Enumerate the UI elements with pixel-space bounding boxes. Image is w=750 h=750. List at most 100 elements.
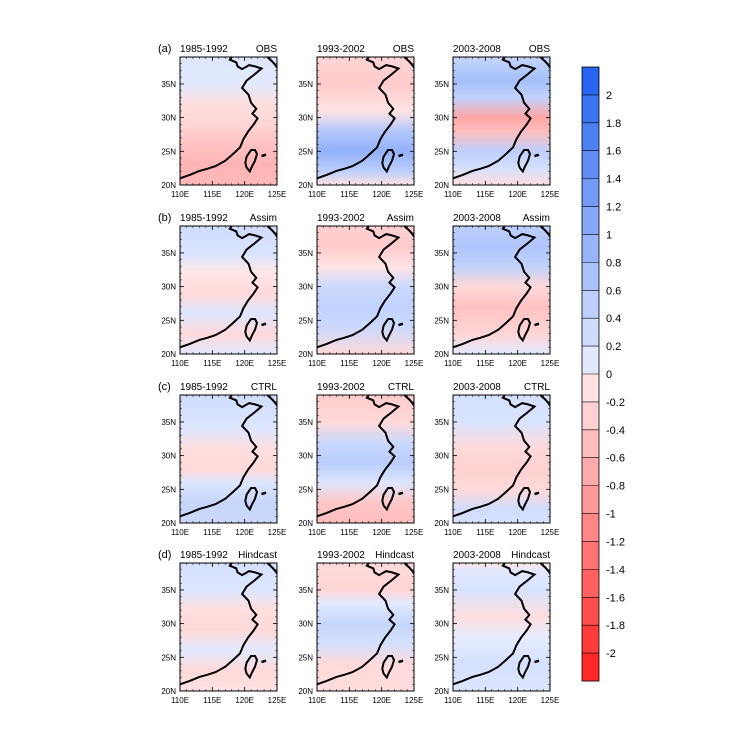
panel-ctrl-2003-2008: 110E 115E 120E 125E 20N 25N 30N 35N 2003-2008 CTR…: [434, 382, 559, 537]
coastline: [453, 226, 537, 349]
x-tick-label: 125E: [405, 696, 424, 705]
panel-frame: [452, 562, 551, 692]
field-shading: [317, 57, 414, 185]
panel-period-label: 1993-2002: [317, 382, 365, 393]
y-tick-label: 35N: [161, 249, 176, 258]
taiwan-outline: [517, 655, 532, 680]
y-tick-label: 30N: [434, 114, 449, 123]
colorbar-cell: [582, 457, 599, 486]
y-tick-label: 30N: [161, 620, 176, 629]
y-tick-label: 35N: [434, 80, 449, 89]
x-tick-label: 115E: [476, 528, 494, 537]
y-tick-label: 20N: [434, 519, 449, 528]
x-tick-label: 110E: [308, 528, 326, 537]
colorbar-cell: [582, 94, 599, 124]
field-shading: [317, 395, 414, 523]
x-tick-label: 120E: [508, 190, 527, 199]
colorbar-cell: [582, 429, 599, 459]
y-tick-label: 35N: [298, 418, 313, 427]
y-tick-label: 30N: [298, 620, 313, 629]
taiwan-outline: [381, 318, 396, 343]
panel-model-label: Assim: [387, 213, 414, 224]
coastline: [453, 57, 537, 180]
panel-frame: [179, 394, 278, 524]
y-tick-label: 25N: [161, 316, 176, 325]
field-shading: [453, 57, 550, 185]
panel-frame: [179, 562, 278, 692]
coastline-layer: [317, 563, 414, 686]
x-tick-label: 110E: [171, 528, 189, 537]
y-tick-label: 25N: [434, 316, 449, 325]
island-mark: [261, 153, 267, 158]
field-shading: [453, 226, 550, 354]
taiwan-outline: [244, 655, 259, 680]
x-tick-label: 125E: [541, 359, 560, 368]
taiwan-outline: [517, 487, 532, 512]
y-tick-label: 35N: [434, 586, 449, 595]
y-tick-label: 35N: [298, 80, 313, 89]
colorbar-cell: [582, 290, 599, 319]
colorbar-cell: [582, 374, 599, 403]
y-tick-label: 30N: [298, 283, 313, 292]
coastline: [180, 563, 264, 686]
panel-assim-1985-1992: 110E 115E 120E 125E 20N 25N 30N 35N 1985-1992 Ass…: [158, 212, 286, 368]
panel-frame: [179, 225, 278, 355]
panel-frame: [452, 56, 551, 186]
colorbar-cell: [582, 485, 599, 514]
y-tick-label: 30N: [298, 114, 313, 123]
taiwan-outline: [244, 318, 259, 343]
x-tick-label: 115E: [476, 359, 494, 368]
y-tick-label: 35N: [434, 418, 449, 427]
x-tick-label: 115E: [340, 696, 358, 705]
panel-model-label: Hindcast: [238, 550, 277, 561]
colorbar-tick-label: 1: [606, 229, 612, 241]
panel-obs-2003-2008: 110E 115E 120E 125E 20N 25N 30N 35N 2003-2008 OBS: [434, 44, 559, 199]
y-tick-label: 20N: [161, 181, 176, 190]
panel-grid: 110E 115E 120E 125E 20N 25N 30N 35N 1985-1992 OBS…: [158, 43, 559, 705]
panel-model-label: CTRL: [388, 382, 415, 393]
x-tick-label: 110E: [171, 359, 189, 368]
island-mark: [534, 659, 540, 664]
colorbar-cell: [582, 569, 599, 598]
y-tick-label: 20N: [434, 687, 449, 696]
panel-frame: [316, 56, 415, 186]
x-tick-label: 110E: [444, 696, 462, 705]
x-tick-label: 120E: [372, 696, 391, 705]
panel-ctrl-1985-1992: 110E 115E 120E 125E 20N 25N 30N 35N 1985-1992 CTR…: [158, 381, 286, 537]
y-tick-label: 20N: [161, 519, 176, 528]
y-tick-label: 25N: [298, 147, 313, 156]
y-tick-label: 35N: [161, 418, 176, 427]
x-tick-label: 125E: [405, 528, 424, 537]
coastline-layer: [453, 57, 550, 180]
panel-period-label: 2003-2008: [453, 44, 501, 55]
taiwan-outline: [517, 149, 532, 174]
colorbar-tick-label: 0.6: [606, 285, 621, 297]
x-tick-label: 110E: [171, 696, 189, 705]
x-tick-label: 115E: [476, 190, 494, 199]
island-mark: [261, 659, 267, 664]
x-tick-label: 125E: [541, 528, 560, 537]
field-shading: [317, 563, 414, 691]
panel-model-label: Assim: [250, 213, 277, 224]
y-tick-label: 35N: [434, 249, 449, 258]
y-tick-label: 30N: [434, 283, 449, 292]
panel-assim-1993-2002: 110E 115E 120E 125E 20N 25N 30N 35N 1993-2002 Ass…: [298, 213, 423, 368]
coastline: [180, 57, 264, 180]
island-mark: [398, 153, 404, 158]
colorbar-tick-label: -1.8: [606, 620, 625, 632]
panel-hindcast-2003-2008: 110E 115E 120E 125E 20N 25N 30N 35N 2003-2008 Hin…: [434, 550, 559, 705]
y-tick-label: 35N: [161, 80, 176, 89]
y-tick-label: 35N: [298, 586, 313, 595]
x-tick-label: 115E: [340, 528, 358, 537]
coastline-layer: [317, 226, 414, 349]
colorbar-tick-label: 0.2: [606, 341, 621, 353]
colorbar-cell: [582, 346, 599, 375]
taiwan-outline: [244, 487, 259, 512]
x-tick-label: 110E: [308, 359, 326, 368]
panel-period-label: 1993-2002: [317, 213, 365, 224]
panel-model-label: OBS: [393, 44, 414, 55]
y-tick-label: 30N: [161, 114, 176, 123]
coastline: [317, 57, 401, 180]
panel-model-label: Hindcast: [375, 550, 414, 561]
field-shading: [180, 563, 277, 691]
